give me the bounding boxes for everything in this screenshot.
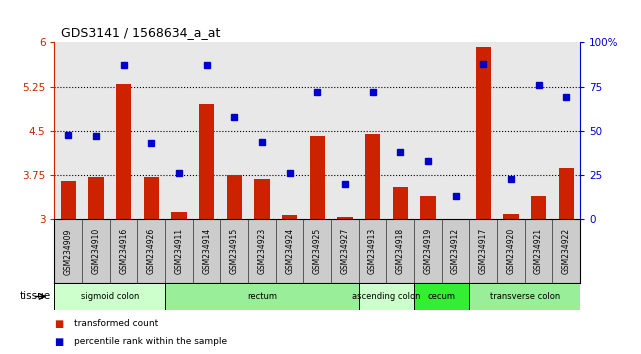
Bar: [559, 167, 574, 219]
Bar: [199, 104, 214, 219]
Bar: [365, 134, 380, 219]
Text: GSM234911: GSM234911: [174, 228, 183, 274]
Text: GSM234916: GSM234916: [119, 228, 128, 274]
Text: GSM234913: GSM234913: [368, 228, 377, 274]
Text: cecum: cecum: [428, 292, 456, 301]
Bar: [54, 283, 165, 310]
Text: tissue: tissue: [20, 291, 51, 302]
Bar: [469, 283, 580, 310]
Text: transverse colon: transverse colon: [490, 292, 560, 301]
Bar: [359, 283, 414, 310]
Bar: [476, 47, 491, 219]
Bar: [531, 196, 546, 219]
Text: GSM234915: GSM234915: [230, 228, 239, 274]
Text: percentile rank within the sample: percentile rank within the sample: [74, 337, 227, 346]
Text: GSM234918: GSM234918: [395, 228, 404, 274]
Text: GSM234925: GSM234925: [313, 228, 322, 274]
Text: transformed count: transformed count: [74, 319, 158, 329]
Text: GSM234922: GSM234922: [562, 228, 570, 274]
Bar: [165, 283, 359, 310]
Bar: [310, 136, 325, 219]
Bar: [61, 181, 76, 219]
Text: GSM234920: GSM234920: [506, 228, 515, 274]
Text: ■: ■: [54, 319, 63, 329]
Text: GSM234927: GSM234927: [340, 228, 349, 274]
Text: ascending colon: ascending colon: [352, 292, 420, 301]
Text: GSM234924: GSM234924: [285, 228, 294, 274]
Text: GSM234910: GSM234910: [92, 228, 101, 274]
Text: GSM234926: GSM234926: [147, 228, 156, 274]
Text: rectum: rectum: [247, 292, 277, 301]
Bar: [503, 213, 519, 219]
Bar: [282, 215, 297, 219]
Text: GSM234912: GSM234912: [451, 228, 460, 274]
Text: sigmoid colon: sigmoid colon: [81, 292, 139, 301]
Bar: [116, 84, 131, 219]
Text: GSM234919: GSM234919: [424, 228, 433, 274]
Text: GSM234921: GSM234921: [534, 228, 543, 274]
Bar: [414, 283, 469, 310]
Text: ■: ■: [54, 337, 63, 347]
Text: GSM234914: GSM234914: [202, 228, 211, 274]
Bar: [393, 187, 408, 219]
Bar: [420, 196, 436, 219]
Bar: [88, 177, 104, 219]
Bar: [227, 175, 242, 219]
Text: GSM234909: GSM234909: [64, 228, 73, 275]
Text: GSM234917: GSM234917: [479, 228, 488, 274]
Bar: [337, 217, 353, 219]
Bar: [171, 212, 187, 219]
Text: GSM234923: GSM234923: [258, 228, 267, 274]
Bar: [254, 179, 270, 219]
Text: GDS3141 / 1568634_a_at: GDS3141 / 1568634_a_at: [61, 26, 221, 39]
Bar: [144, 177, 159, 219]
